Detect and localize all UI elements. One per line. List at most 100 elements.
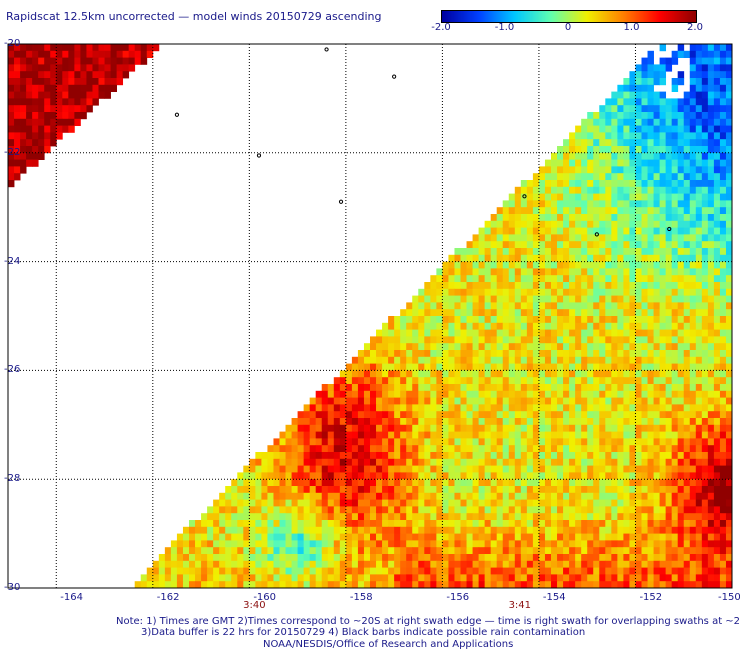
data-cell xyxy=(520,486,528,494)
data-cell xyxy=(629,186,636,194)
data-cell xyxy=(581,200,588,208)
data-cell xyxy=(195,554,202,562)
data-cell xyxy=(647,180,654,188)
data-cell xyxy=(14,166,21,174)
data-cell xyxy=(182,560,190,568)
data-cell xyxy=(599,268,606,276)
data-cell xyxy=(466,384,473,392)
data-cell xyxy=(382,513,389,521)
data-cell xyxy=(653,139,660,147)
data-cell xyxy=(719,139,727,147)
data-cell xyxy=(587,316,594,324)
data-cell xyxy=(671,404,679,412)
data-cell xyxy=(689,506,697,514)
data-cell xyxy=(273,574,280,582)
data-cell xyxy=(351,479,359,487)
data-cell xyxy=(8,118,15,126)
data-cell xyxy=(249,479,256,487)
data-cell xyxy=(653,431,660,439)
data-cell xyxy=(466,390,473,398)
data-cell xyxy=(665,513,673,521)
island-marker xyxy=(324,47,329,52)
data-cell xyxy=(719,214,727,222)
data-cell xyxy=(647,152,654,160)
data-cell xyxy=(653,384,660,392)
data-cell xyxy=(502,295,510,303)
data-cell xyxy=(406,309,413,317)
data-cell xyxy=(671,418,679,426)
data-cell xyxy=(707,554,715,562)
data-cell xyxy=(611,322,618,330)
data-cell xyxy=(701,295,709,303)
data-cell xyxy=(279,492,286,500)
data-cell xyxy=(333,526,341,534)
data-cell xyxy=(671,492,679,500)
data-cell xyxy=(333,567,341,575)
data-cell xyxy=(370,384,377,392)
data-cell xyxy=(201,547,208,555)
data-cell xyxy=(581,220,588,228)
data-cell xyxy=(599,370,606,378)
data-cell xyxy=(532,234,540,242)
data-cell xyxy=(647,98,654,106)
data-cell xyxy=(635,350,642,358)
data-cell xyxy=(695,166,703,174)
data-cell xyxy=(653,499,660,507)
data-cell xyxy=(333,465,341,473)
data-cell xyxy=(629,193,636,201)
data-cell xyxy=(719,370,727,378)
data-cell xyxy=(701,458,709,466)
data-cell xyxy=(502,533,510,541)
data-cell xyxy=(285,458,292,466)
data-cell xyxy=(647,132,654,140)
data-cell xyxy=(339,560,347,568)
data-cell xyxy=(484,397,492,405)
data-cell xyxy=(677,404,685,412)
data-cell xyxy=(442,356,449,364)
data-cell xyxy=(442,302,449,310)
data-cell xyxy=(424,336,431,344)
data-cell xyxy=(303,431,311,439)
data-cell xyxy=(647,397,654,405)
data-cell xyxy=(14,125,21,133)
data-cell xyxy=(466,343,473,351)
data-cell xyxy=(526,404,534,412)
data-cell xyxy=(605,180,612,188)
data-cell xyxy=(677,322,685,330)
data-cell xyxy=(448,479,455,487)
data-cell xyxy=(74,105,81,113)
data-cell xyxy=(569,445,576,453)
data-cell xyxy=(267,554,274,562)
data-cell xyxy=(460,295,467,303)
data-cell xyxy=(623,438,630,446)
data-cell xyxy=(309,431,317,439)
data-cell xyxy=(460,458,467,466)
data-cell xyxy=(490,574,498,582)
data-cell xyxy=(291,418,298,426)
data-cell xyxy=(707,574,715,582)
data-cell xyxy=(695,329,703,337)
data-cell xyxy=(466,438,473,446)
data-cell xyxy=(370,404,377,412)
data-cell xyxy=(273,445,280,453)
data-cell xyxy=(707,452,715,460)
data-cell xyxy=(635,322,642,330)
data-cell xyxy=(557,159,564,167)
data-cell xyxy=(671,499,679,507)
data-cell xyxy=(363,533,371,541)
data-cell xyxy=(490,350,498,358)
data-cell xyxy=(502,214,510,222)
data-cell xyxy=(400,424,407,432)
data-cell xyxy=(249,465,256,473)
data-cell xyxy=(472,547,479,555)
data-cell xyxy=(707,159,715,167)
data-cell xyxy=(707,105,715,113)
data-cell xyxy=(442,547,449,555)
data-cell xyxy=(406,567,413,575)
data-cell xyxy=(376,581,383,589)
data-cell xyxy=(460,554,467,562)
data-cell xyxy=(707,513,715,521)
data-cell xyxy=(315,431,323,439)
data-cell xyxy=(551,363,558,371)
data-cell xyxy=(460,431,467,439)
